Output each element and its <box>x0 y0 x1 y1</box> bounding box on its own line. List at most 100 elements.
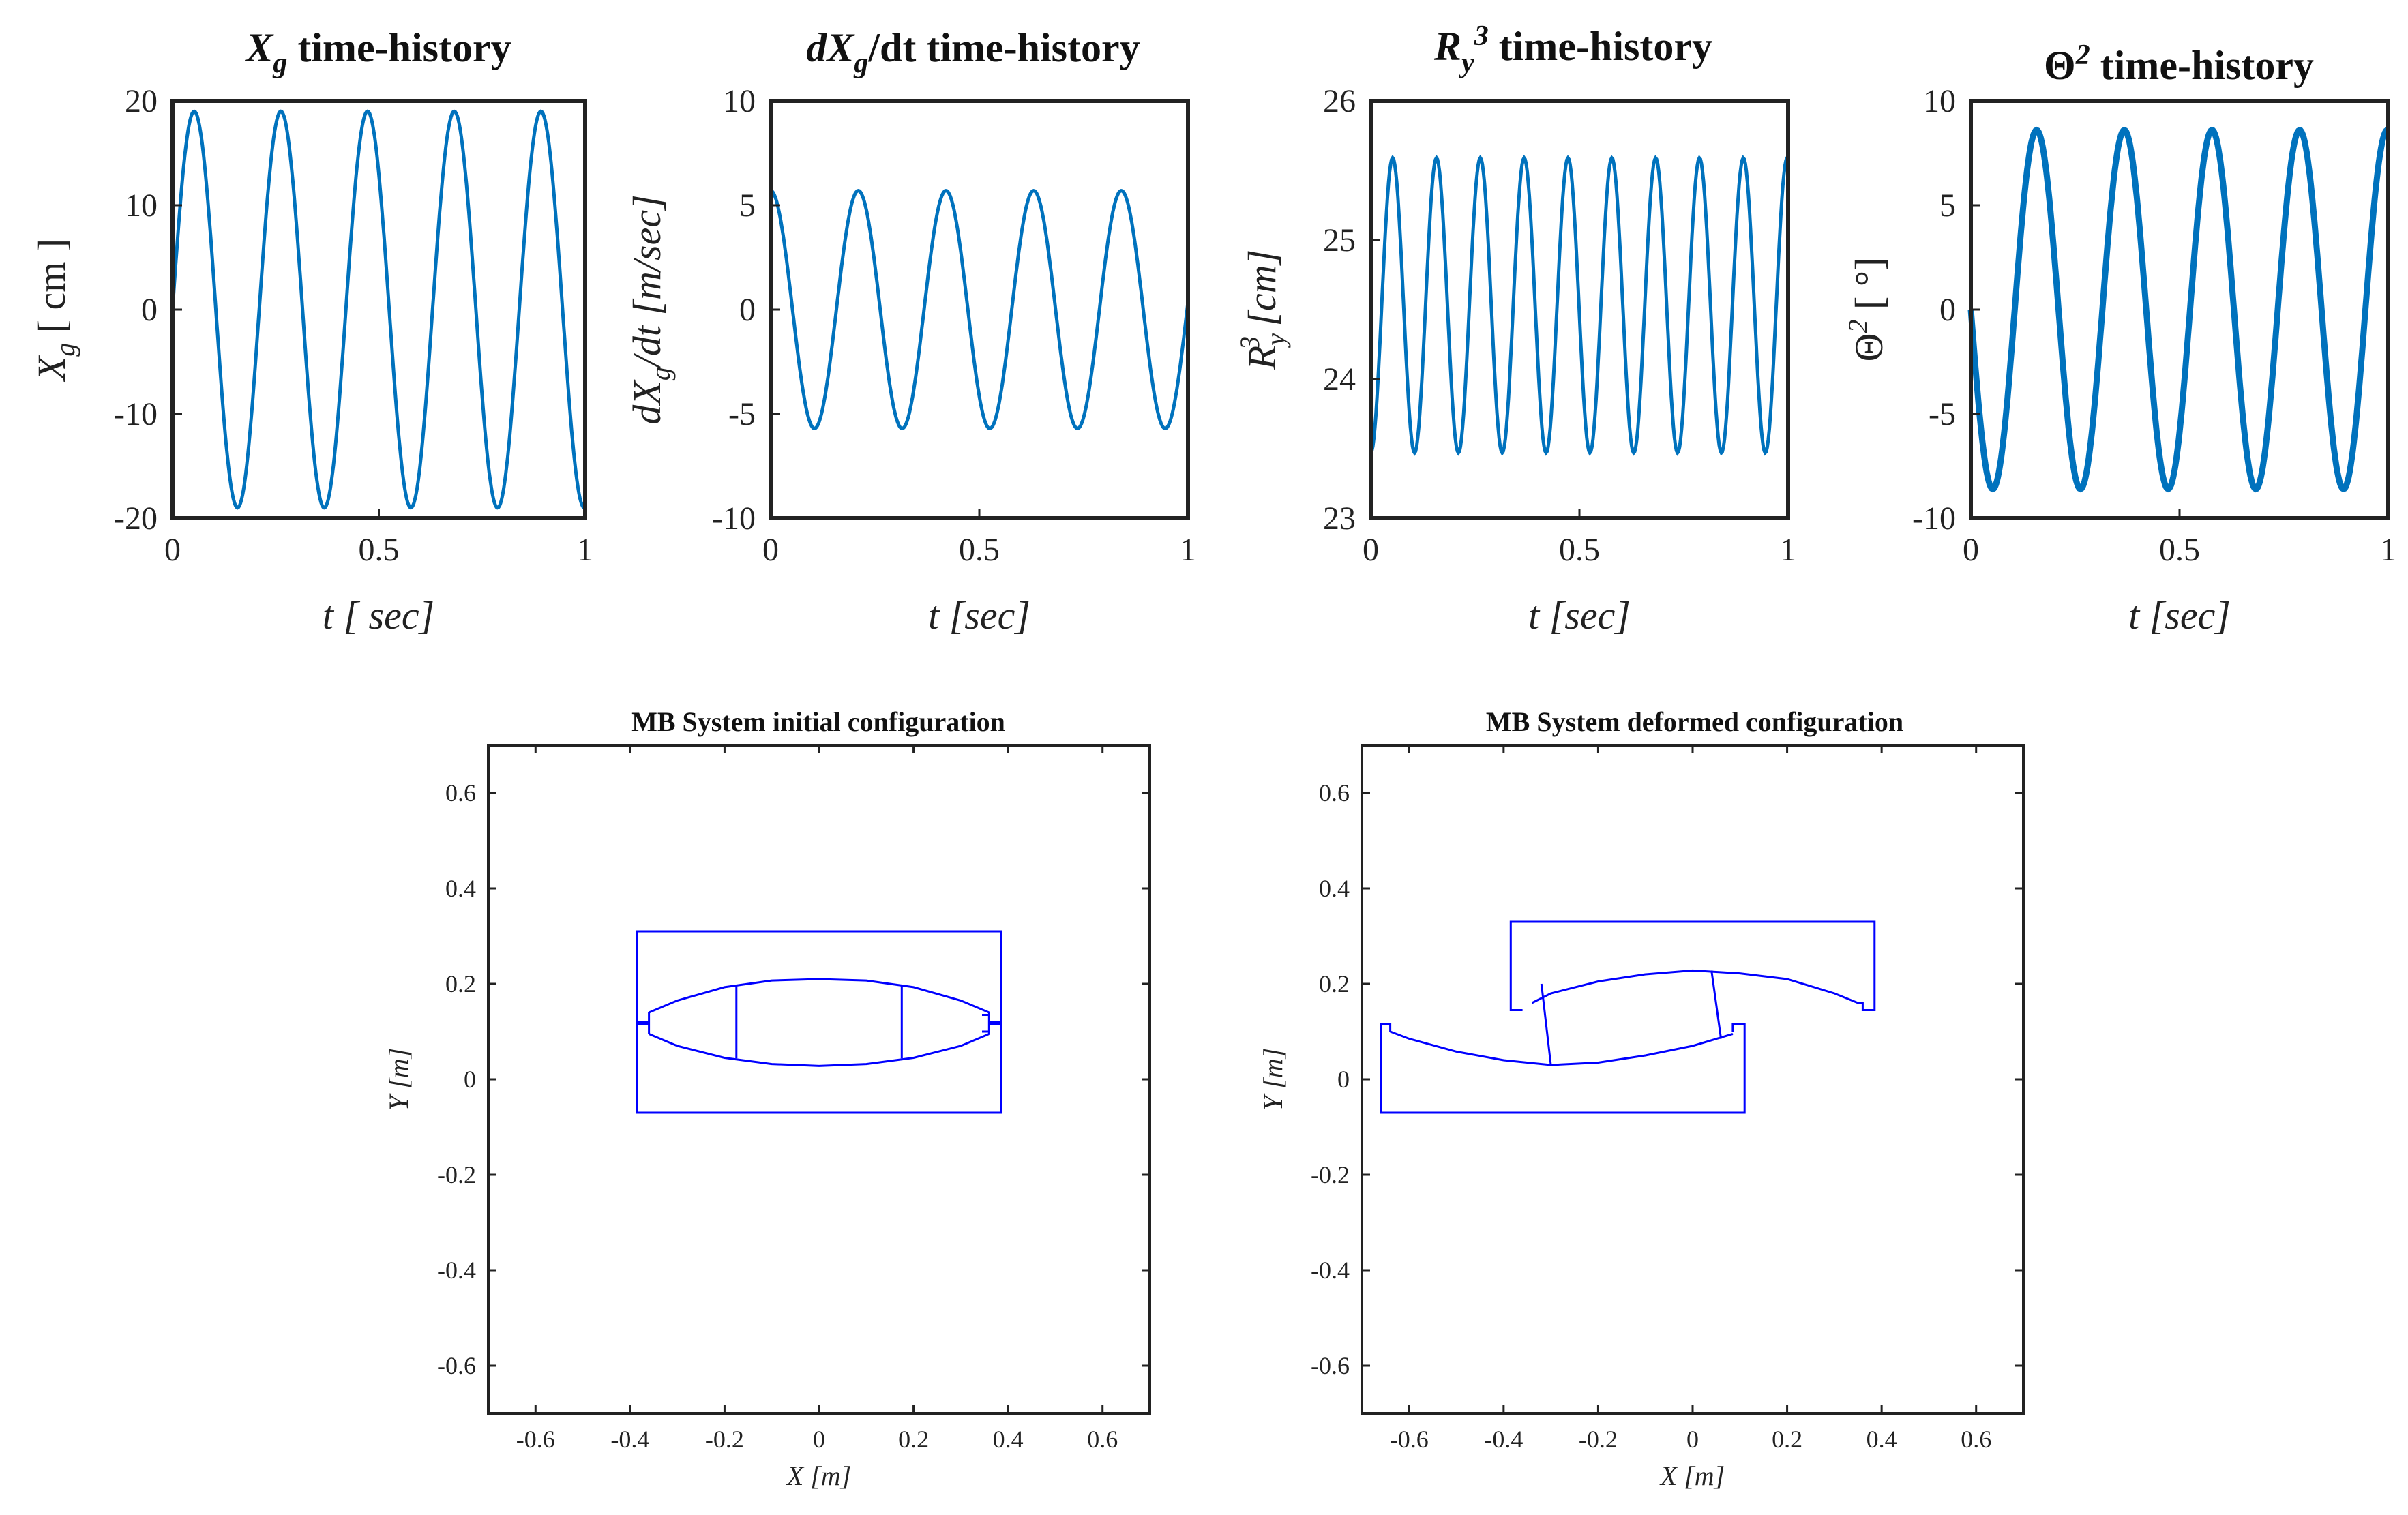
panel-deformed-frame <box>1361 744 2025 1415</box>
panel-xg-ylabel: Xg [ cm ] <box>29 239 80 382</box>
x-tick-label: -0.2 <box>705 1426 744 1453</box>
panel-xg-plot <box>170 109 586 510</box>
shape-lower-arc <box>649 1033 990 1067</box>
x-tick-label: -0.4 <box>610 1426 649 1453</box>
panel-initial-config: MB System initial configuration -0.6 -0.4… <box>383 706 1151 1491</box>
panel-theta2: Θ2 time-history 0 0.5 1 -10 -5 0 5 10 t [sec] Θ… <box>1843 40 2396 638</box>
y-tick-label: 26 <box>1323 83 1356 119</box>
y-tick-label: -0.4 <box>1311 1257 1350 1284</box>
panel-dxgdt-plot <box>770 188 1190 431</box>
series-line-ry3 <box>1369 154 1789 456</box>
shape-upper-arc <box>649 978 990 1014</box>
panel-xg-xlabel: t [ sec] <box>323 593 434 638</box>
x-tick-label: 1 <box>1180 532 1196 568</box>
panel-ry3-ylabel: Ry3 [cm] <box>1234 250 1291 370</box>
panel-theta2-plot <box>1967 126 2390 493</box>
panel-ry3-plot <box>1369 154 1789 456</box>
panel-deformed-xlabel: X [m] <box>1659 1460 1725 1491</box>
panel-deformed-plot <box>1380 920 1876 1114</box>
y-tick-label: -0.4 <box>437 1257 476 1284</box>
x-tick-label: 0 <box>1363 532 1379 568</box>
y-tick-label: 0 <box>739 292 756 328</box>
panel-deformed-title: MB System deformed configuration <box>1486 706 1903 737</box>
y-tick-label: 0.4 <box>445 875 476 902</box>
x-tick-label: 1 <box>1780 532 1796 568</box>
y-tick-label: 24 <box>1323 361 1356 397</box>
panel-ry3: Ry3 time-history 0 0.5 1 23 24 25 26 t [sec] R… <box>1234 20 1796 638</box>
shape-slider-divider-left <box>1540 983 1552 1066</box>
panel-dxgdt-ylabel: dXg/dt [m/sec] <box>625 194 676 424</box>
panel-xg-title: Xg time-history <box>244 25 511 79</box>
shape-upper-plate <box>636 930 1002 1023</box>
panel-initial-xlabel: X [m] <box>786 1460 851 1491</box>
y-tick-label: 20 <box>125 83 158 119</box>
y-tick-label: -10 <box>1912 500 1956 537</box>
panel-xg: Xg time-history 0 0.5 1 -20 -10 0 10 20 t [ sec… <box>29 25 593 638</box>
x-tick-label: 0 <box>1963 532 1979 568</box>
x-tick-label: 0 <box>813 1426 825 1453</box>
panel-deformed-ylabel: Y [m] <box>1258 1048 1288 1111</box>
x-tick-label: 0.4 <box>993 1426 1024 1453</box>
panel-theta2-title: Θ2 time-history <box>2044 40 2314 88</box>
panel-initial-ylabel: Y [m] <box>383 1048 414 1111</box>
panel-theta2-ylabel: Θ2 [ °] <box>1843 258 1891 362</box>
x-tick-label: 0 <box>164 532 181 568</box>
x-tick-label: 0.2 <box>898 1426 929 1453</box>
y-tick-label: -10 <box>114 396 158 432</box>
panel-initial-title: MB System initial configuration <box>631 706 1005 737</box>
shape-slider-divider-right <box>1710 970 1723 1039</box>
shape-lower-arc <box>1390 1030 1734 1066</box>
y-tick-label: -0.6 <box>1311 1352 1350 1379</box>
y-tick-label: 0.6 <box>1319 779 1350 807</box>
x-tick-label: -0.6 <box>516 1426 555 1453</box>
panel-xg-ticks: 0 0.5 1 -20 -10 0 10 20 <box>114 83 593 568</box>
x-tick-label: 0 <box>762 532 779 568</box>
x-tick-label: 1 <box>2380 532 2396 568</box>
x-tick-label: -0.2 <box>1579 1426 1618 1453</box>
shape-lower-plate <box>1380 1023 1746 1114</box>
y-tick-label: 23 <box>1323 500 1356 537</box>
y-tick-label: 10 <box>723 83 756 119</box>
panel-ry3-xlabel: t [sec] <box>1528 593 1631 638</box>
y-tick-label: 0.6 <box>445 779 476 807</box>
y-tick-label: -20 <box>114 500 158 537</box>
y-tick-label: 0.2 <box>445 970 476 997</box>
x-tick-label: 1 <box>577 532 593 568</box>
x-tick-label: 0.5 <box>2159 532 2200 568</box>
y-tick-label: 0.2 <box>1319 970 1350 997</box>
shape-upper-arc <box>1531 969 1859 1004</box>
y-tick-label: 25 <box>1323 222 1356 258</box>
x-tick-label: 0 <box>1686 1426 1699 1453</box>
panel-dxgdt-xlabel: t [sec] <box>928 593 1030 638</box>
x-tick-label: 0.5 <box>359 532 400 568</box>
series-line-xg <box>170 109 586 510</box>
x-tick-label: -0.4 <box>1484 1426 1523 1453</box>
y-tick-label: 10 <box>1923 83 1956 119</box>
series-line-theta2 <box>1967 126 2390 493</box>
panel-ry3-ticks: 0 0.5 1 23 24 25 26 <box>1323 83 1796 568</box>
y-tick-label: 0 <box>1939 292 1956 328</box>
x-tick-label: 0.5 <box>959 532 1000 568</box>
y-tick-label: 10 <box>125 188 158 224</box>
y-tick-label: 5 <box>1939 188 1956 224</box>
panel-initial-ticks: -0.6 -0.4 -0.2 0 0.2 0.4 0.6 -0.6 -0.4 -0.2 0 0.2 0.… <box>437 745 1150 1453</box>
panel-deformed-ticks: -0.6 -0.4 -0.2 0 0.2 0.4 0.6 -0.6 -0.4 -0.2 0 0.2 0.… <box>1311 745 2023 1453</box>
x-tick-label: 0.2 <box>1772 1426 1802 1453</box>
series-line-dxg-dt <box>770 188 1190 431</box>
y-tick-label: -5 <box>1929 396 1956 432</box>
x-tick-label: 0.6 <box>1961 1426 1991 1453</box>
y-tick-label: 0 <box>141 292 158 328</box>
panel-dxgdt: dXg/dt time-history 0 0.5 1 -10 -5 0 5 10 t [se… <box>625 25 1196 638</box>
panel-ry3-title: Ry3 time-history <box>1433 20 1712 79</box>
shape-upper-plate <box>1509 920 1876 1011</box>
x-tick-label: 0.5 <box>1559 532 1600 568</box>
panel-theta2-ticks: 0 0.5 1 -10 -5 0 5 10 <box>1912 83 2396 568</box>
y-tick-label: -0.2 <box>1311 1161 1350 1188</box>
panel-initial-plot <box>636 930 1002 1114</box>
y-tick-label: -10 <box>712 500 756 537</box>
y-tick-label: 0.4 <box>1319 875 1350 902</box>
panel-initial-frame <box>487 744 1151 1415</box>
panel-dxgdt-title: dXg/dt time-history <box>806 25 1140 79</box>
y-tick-label: -0.2 <box>437 1161 476 1188</box>
